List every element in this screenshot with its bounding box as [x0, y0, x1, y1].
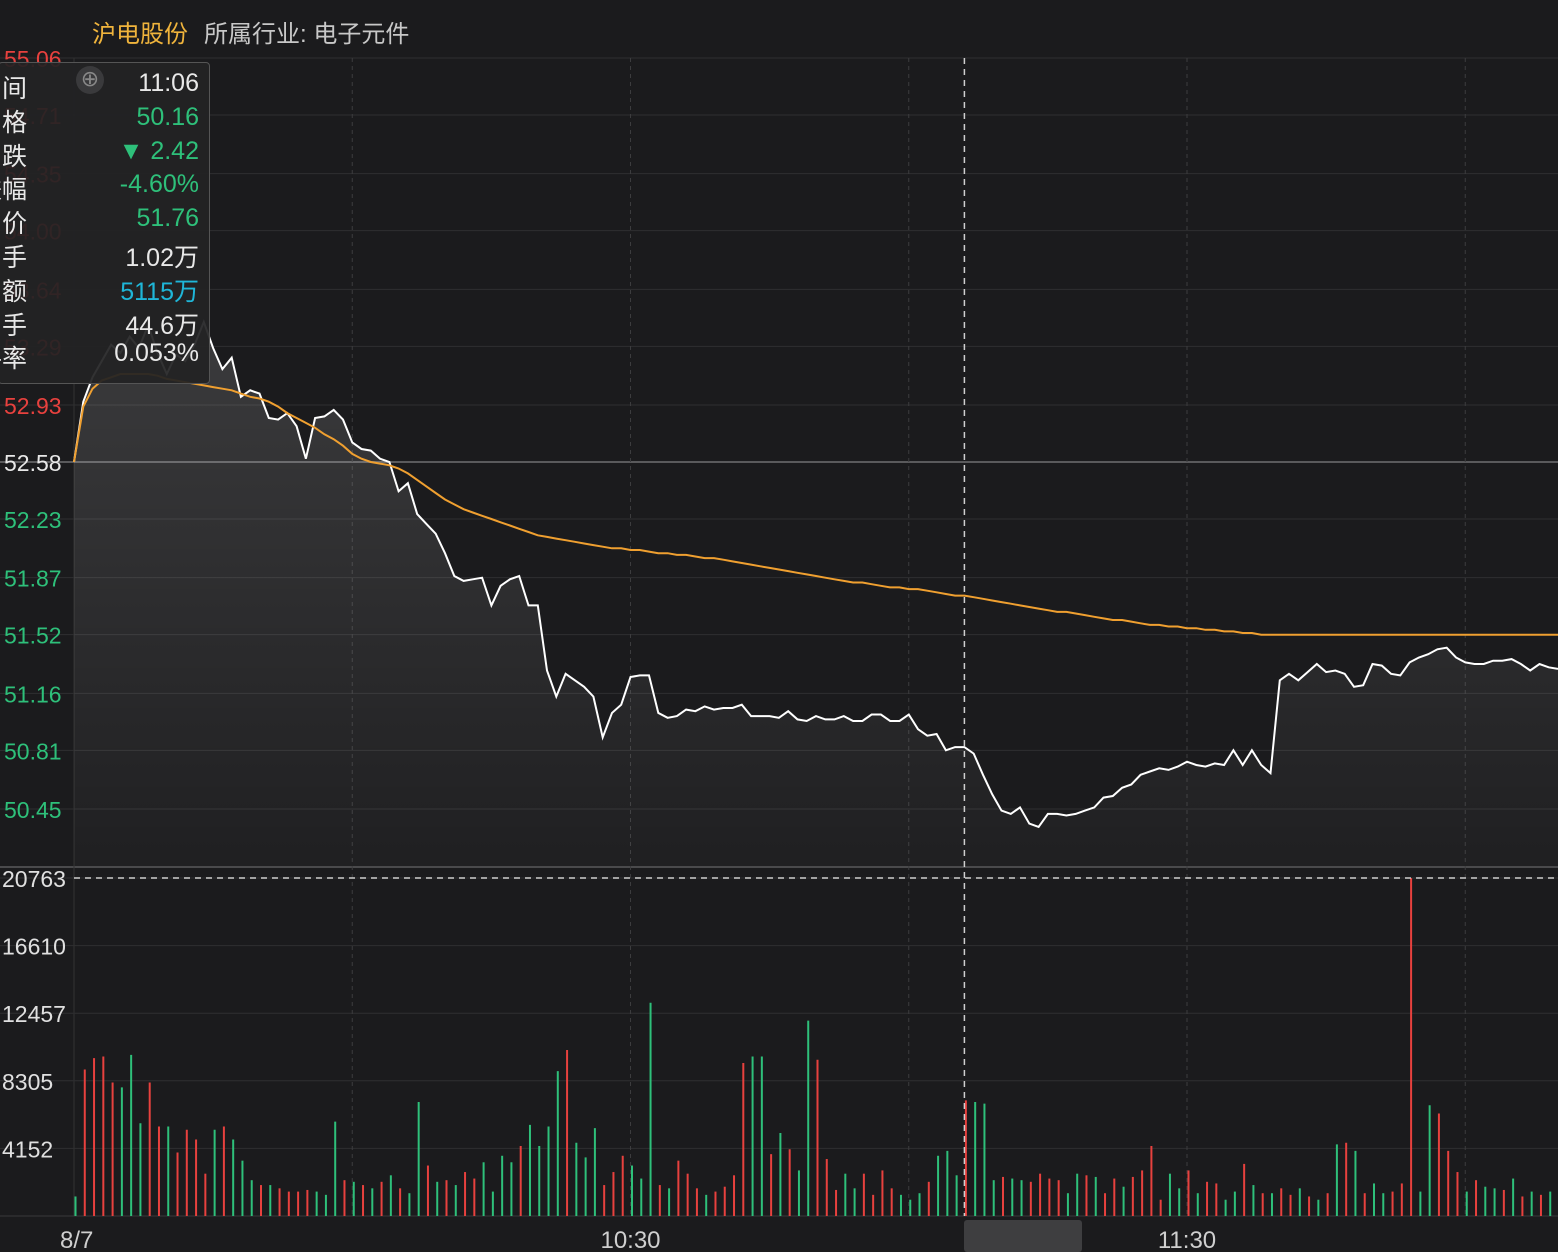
tooltip-label: 额 [1, 277, 27, 306]
x-label-date: 8/7 [60, 1227, 93, 1252]
volume-tick-label: 12457 [2, 1001, 66, 1027]
tooltip-row: 跌 ▼ 2.42 [0, 137, 199, 171]
tooltip-label: 跌 [1, 142, 27, 171]
tooltip-value: 1.02万 [125, 244, 199, 272]
avg-price-line [73, 373, 1558, 636]
volume-panel [74, 878, 1552, 1216]
tooltip-row: 格 50.16 [0, 103, 199, 137]
tooltip-row: 跌幅 -4.60% [0, 170, 199, 204]
tooltip-label: 手 [1, 311, 27, 340]
cursor-time-badge [964, 1220, 1082, 1252]
tooltip-value: 11:06 [138, 69, 199, 97]
tooltip-value: 51.76 [136, 204, 199, 233]
tooltip-row: 手 44.6万 [0, 306, 199, 340]
volume-tick-label: 8305 [2, 1069, 53, 1095]
price-tick-label: 50.45 [4, 797, 62, 823]
volume-tick-label: 20763 [2, 866, 66, 892]
crosshair-cursor [74, 58, 1558, 1216]
price-tick-label: 50.81 [4, 738, 62, 764]
price-tick-label: 51.52 [4, 623, 62, 649]
tooltip-row: 手 1.02万 [0, 238, 199, 272]
tooltip-label: 格 [1, 108, 27, 137]
tooltip-row: 间 11:06 [0, 69, 199, 103]
tooltip-row: 价 51.76 [0, 204, 199, 238]
price-area-fill [74, 321, 1558, 866]
tooltip-label: 手 [1, 244, 27, 272]
tooltip-value: ▼ 2.42 [118, 136, 199, 165]
price-line [73, 319, 1558, 829]
tooltip-value: 0.053% [114, 339, 199, 368]
industry-label[interactable]: 所属行业: 电子元件 [204, 21, 410, 48]
price-tick-label: 52.93 [4, 393, 62, 419]
x-label-1030: 10:30 [600, 1227, 660, 1252]
price-tick-label: 51.16 [4, 681, 62, 707]
tooltip-label: 价 [1, 210, 27, 239]
zoom-icon[interactable]: ⊕ [76, 66, 104, 94]
price-tick-label: 52.23 [4, 507, 62, 533]
tooltip-label: 跌幅 [0, 176, 27, 205]
tooltip-label: 手率 [0, 345, 27, 374]
price-tick-label: 51.87 [4, 566, 62, 592]
x-label-1130: 11:30 [1158, 1227, 1216, 1252]
tooltip-row: 额 5115万 [0, 272, 199, 306]
price-panel [73, 319, 1558, 866]
tooltip-value: 50.16 [136, 102, 199, 131]
chart-header: 沪电股份 所属行业: 电子元件 [0, 0, 1558, 58]
tooltip-value: 44.6万 [125, 311, 199, 340]
volume-tick-label: 4152 [2, 1136, 53, 1162]
stock-name[interactable]: 沪电股份 [92, 21, 188, 48]
tooltip-value: -4.60% [119, 170, 199, 199]
tooltip-value: 5115万 [120, 277, 199, 306]
price-tick-label: 52.58 [4, 450, 62, 476]
tooltip-row: 手率 0.053% [0, 339, 199, 373]
volume-tick-label: 16610 [2, 934, 66, 960]
tooltip-label: 间 [1, 75, 27, 103]
